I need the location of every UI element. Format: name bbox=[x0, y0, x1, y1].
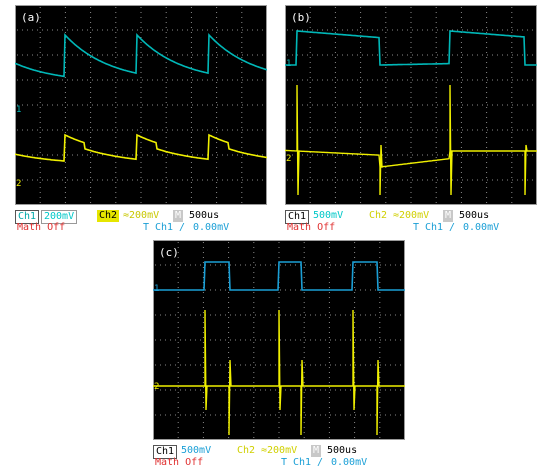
ch1-scale-c[interactable]: 500mV bbox=[181, 445, 212, 456]
trigger-level-a: 0.00mV bbox=[193, 222, 230, 233]
status-row1-c: Ch1 500mV Ch2 ≈200mV M 500us bbox=[153, 444, 405, 459]
trigger-icon-b: T bbox=[413, 222, 420, 233]
math-status-a: Math Off bbox=[17, 222, 66, 233]
trigger-source-a: Ch1 bbox=[155, 222, 174, 233]
ch2-trace-a bbox=[15, 133, 267, 162]
trigger-icon-a: T bbox=[143, 222, 150, 233]
waveform-plot-c: (c) 1 2 bbox=[153, 240, 405, 440]
trigger-edge-icon-a: / bbox=[179, 222, 186, 233]
status-row2-b: Math Off T Ch1 / 0.00mV bbox=[285, 221, 537, 235]
ch1-name-b[interactable]: Ch1 bbox=[285, 210, 310, 224]
ch2-trace-b bbox=[285, 84, 537, 196]
ch2-name-c[interactable]: Ch2 bbox=[237, 445, 256, 456]
panel-label-a: (a) bbox=[21, 11, 41, 24]
ch1-marker-a: 1 bbox=[16, 105, 21, 115]
ch1-marker-b: 1 bbox=[286, 59, 291, 69]
trigger-edge-icon-c: / bbox=[317, 457, 324, 468]
timebase-mark-b: M bbox=[443, 210, 454, 222]
waveform-plot-a: (a) 1 2 bbox=[15, 5, 267, 205]
timebase-c[interactable]: 500us bbox=[327, 445, 358, 456]
scope-panel-a: (a) 1 2 Ch1 200mV Ch2 ≈200mV M 500us Mat… bbox=[15, 5, 267, 233]
status-row1-a: Ch1 200mV Ch2 ≈200mV M 500us bbox=[15, 209, 267, 224]
scope-panel-c: (c) 1 2 Ch1 500mV Ch2 ≈200mV M 500us Mat… bbox=[153, 240, 405, 468]
scope-screen-c: (c) 1 2 bbox=[153, 240, 405, 440]
ch1-trace-b bbox=[285, 30, 537, 66]
trigger-level-b: 0.00mV bbox=[463, 222, 500, 233]
ch2-trace-c bbox=[153, 309, 405, 436]
status-row1-b: Ch1 500mV Ch2 ≈200mV M 500us bbox=[285, 209, 537, 224]
ch2-marker-c: 2 bbox=[154, 382, 159, 392]
trigger-source-c: Ch1 bbox=[293, 457, 312, 468]
ch2-marker-a: 2 bbox=[16, 179, 21, 189]
status-row2-a: Math Off T Ch1 / 0.00mV bbox=[15, 221, 267, 235]
grid-a bbox=[15, 5, 267, 205]
trigger-icon-c: T bbox=[281, 457, 288, 468]
grid-b bbox=[285, 5, 537, 205]
trigger-level-c: 0.00mV bbox=[331, 457, 368, 468]
math-status-b: Math Off bbox=[287, 222, 336, 233]
ch2-scale-b[interactable]: ≈200mV bbox=[393, 210, 430, 221]
ch2-scale-c[interactable]: ≈200mV bbox=[261, 445, 298, 456]
ch1-scale-b[interactable]: 500mV bbox=[313, 210, 344, 221]
math-status-c: Math Off bbox=[155, 457, 204, 468]
scope-screen-b: (b) 1 2 bbox=[285, 5, 537, 205]
ch1-trace-c bbox=[153, 261, 405, 291]
ch1-name-c[interactable]: Ch1 bbox=[153, 445, 178, 459]
panel-label-c: (c) bbox=[159, 246, 179, 259]
ch1-name-a[interactable]: Ch1 bbox=[15, 210, 40, 224]
ch2-scale-a[interactable]: ≈200mV bbox=[123, 210, 160, 221]
timebase-mark-c: M bbox=[311, 445, 322, 457]
trigger-source-b: Ch1 bbox=[425, 222, 444, 233]
ch1-marker-c: 1 bbox=[154, 284, 159, 294]
scope-screen-a: (a) 1 2 bbox=[15, 5, 267, 205]
ch1-scale-a[interactable]: 200mV bbox=[41, 210, 78, 224]
trigger-edge-icon-b: / bbox=[449, 222, 456, 233]
scope-panel-b: (b) 1 2 Ch1 500mV Ch2 ≈200mV M 500us Mat… bbox=[285, 5, 537, 233]
ch2-name-a[interactable]: Ch2 bbox=[97, 210, 120, 222]
timebase-a[interactable]: 500us bbox=[189, 210, 220, 221]
timebase-b[interactable]: 500us bbox=[459, 210, 490, 221]
ch2-marker-b: 2 bbox=[286, 154, 291, 164]
ch1-trace-a bbox=[15, 32, 267, 78]
waveform-plot-b: (b) 1 2 bbox=[285, 5, 537, 205]
panel-label-b: (b) bbox=[291, 11, 311, 24]
ch2-name-b[interactable]: Ch2 bbox=[369, 210, 388, 221]
timebase-mark-a: M bbox=[173, 210, 184, 222]
status-row2-c: Math Off T Ch1 / 0.00mV bbox=[153, 456, 405, 470]
